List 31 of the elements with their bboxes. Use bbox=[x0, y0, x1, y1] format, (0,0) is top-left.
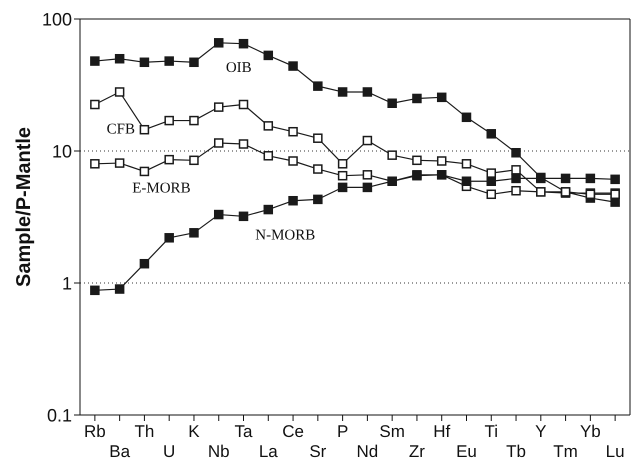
x-tick-label: P bbox=[336, 422, 348, 441]
x-tick-label: Y bbox=[535, 422, 546, 441]
x-tick-label: Tm bbox=[553, 442, 578, 461]
x-tick-label: Ce bbox=[282, 422, 304, 441]
x-tick-label: Sm bbox=[379, 422, 405, 441]
x-tick-label: Tb bbox=[506, 442, 526, 461]
series-label: N-MORB bbox=[255, 228, 316, 244]
series-label: CFB bbox=[106, 122, 136, 138]
x-tick-label: Rb bbox=[84, 422, 106, 441]
x-tick-label: Sr bbox=[309, 442, 327, 461]
x-tick-label: Yb bbox=[580, 422, 601, 441]
x-tick-label: Ta bbox=[234, 422, 254, 441]
series-label: E-MORB bbox=[132, 180, 191, 196]
x-tick-label: Ti bbox=[484, 422, 498, 441]
x-tick-label: Eu bbox=[456, 442, 477, 461]
x-tick-label: La bbox=[258, 442, 278, 461]
x-tick-label: Nd bbox=[356, 442, 378, 461]
x-tick-label: Ba bbox=[109, 442, 131, 461]
y-tick-label: 1 bbox=[62, 273, 72, 294]
series-label: OIB bbox=[226, 60, 252, 76]
y-tick-label: 0.1 bbox=[46, 405, 72, 426]
y-axis-title: Sample/P-Mantle bbox=[13, 126, 36, 287]
x-tick-label: Hf bbox=[433, 422, 450, 441]
y-tick-label: 100 bbox=[42, 9, 72, 30]
x-tick-label: Nb bbox=[208, 442, 230, 461]
x-tick-label: Th bbox=[134, 422, 154, 441]
y-tick-label: 10 bbox=[52, 141, 72, 162]
x-tick-label: Zr bbox=[408, 442, 426, 461]
x-tick-label: K bbox=[188, 422, 200, 441]
x-tick-label: Lu bbox=[606, 442, 625, 461]
x-tick-label: U bbox=[163, 442, 176, 461]
